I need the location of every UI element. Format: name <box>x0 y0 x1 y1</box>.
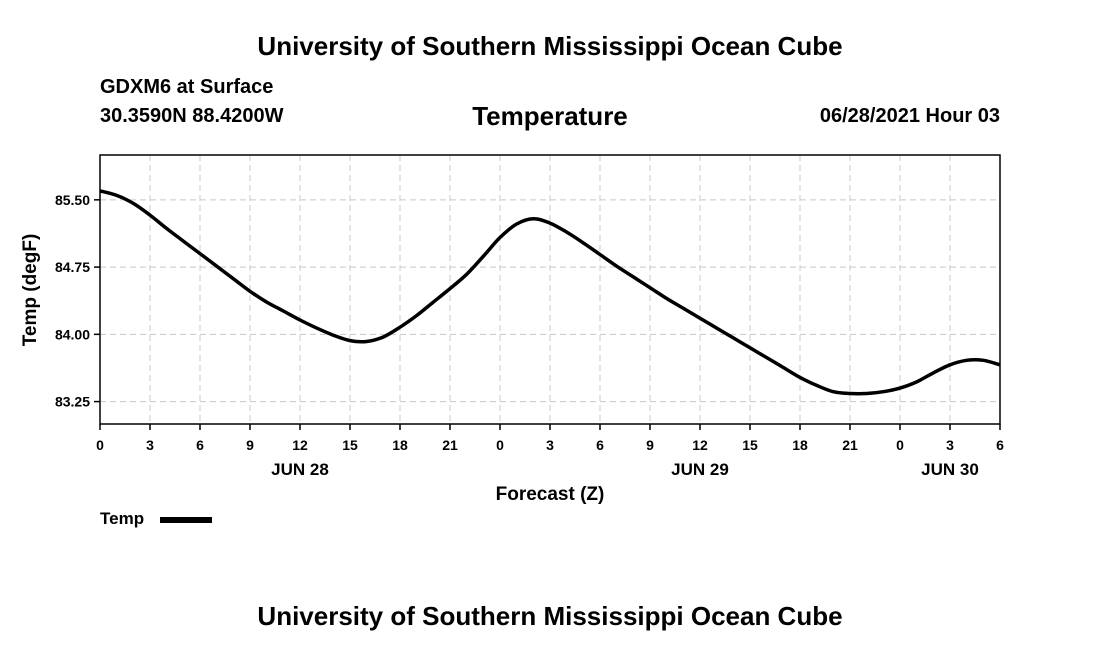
x-date-label: JUN 28 <box>271 460 329 479</box>
y-tick-label: 84.75 <box>55 259 90 275</box>
x-tick-label: 3 <box>546 437 554 453</box>
chart-title: Temperature <box>472 101 628 131</box>
x-tick-label: 0 <box>496 437 504 453</box>
top-title: University of Southern Mississippi Ocean… <box>257 31 843 61</box>
x-tick-label: 12 <box>692 437 708 453</box>
legend-label: Temp <box>100 509 145 528</box>
x-date-label: JUN 30 <box>921 460 979 479</box>
y-tick-label: 83.25 <box>55 394 90 410</box>
x-tick-label: 0 <box>896 437 904 453</box>
forecast-datetime: 06/28/2021 Hour 03 <box>819 105 1000 127</box>
x-tick-label: 6 <box>596 437 604 453</box>
x-tick-label: 21 <box>842 437 858 453</box>
y-axis-label: Temp (degF) <box>20 234 41 347</box>
bottom-title: University of Southern Mississippi Ocean… <box>257 601 843 631</box>
x-tick-label: 15 <box>342 437 358 453</box>
x-tick-label: 15 <box>742 437 758 453</box>
x-tick-label: 6 <box>996 437 1004 453</box>
x-tick-label: 9 <box>646 437 654 453</box>
x-tick-label: 3 <box>146 437 154 453</box>
series-line-temp <box>100 189 1000 396</box>
x-date-label: JUN 29 <box>671 460 729 479</box>
y-tick-label: 84.00 <box>55 326 90 342</box>
x-axis-label: Forecast (Z) <box>496 484 605 505</box>
x-tick-label: 12 <box>292 437 308 453</box>
station-label: GDXM6 at Surface <box>100 76 274 98</box>
y-tick-label: 85.50 <box>55 192 90 208</box>
x-tick-label: 18 <box>392 437 408 453</box>
x-tick-label: 18 <box>792 437 808 453</box>
x-tick-label: 21 <box>442 437 458 453</box>
legend-line-swatch <box>160 517 212 523</box>
x-tick-label: 0 <box>96 437 104 453</box>
x-tick-label: 3 <box>946 437 954 453</box>
x-tick-label: 9 <box>246 437 254 453</box>
coordinates-label: 30.3590N 88.4200W <box>100 105 284 127</box>
x-tick-label: 6 <box>196 437 204 453</box>
